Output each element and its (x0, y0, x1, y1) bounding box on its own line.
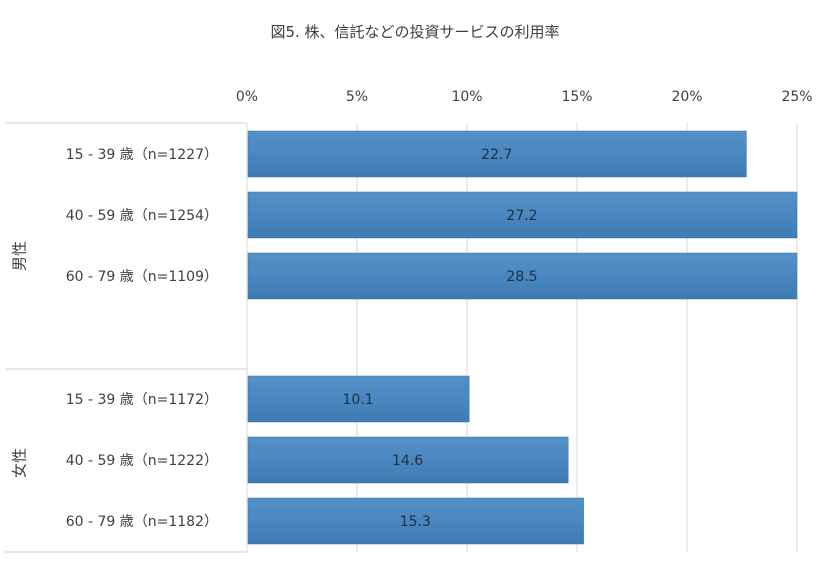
bar (247, 252, 798, 300)
category-label: 60 - 79 歳（n=1109） (66, 269, 218, 285)
bar (247, 436, 569, 484)
category-label: 40 - 59 歳（n=1222） (66, 453, 218, 469)
x-tick-label: 25% (781, 89, 812, 105)
x-tick-label: 10% (451, 89, 482, 105)
data-label: 10.1 (343, 392, 374, 408)
x-tick-label: 20% (671, 89, 702, 105)
data-label: 15.3 (400, 514, 431, 530)
bar (247, 375, 470, 423)
chart-title: 図5. 株、信託などの投資サービスの利用率 (270, 23, 559, 41)
bar (247, 130, 747, 178)
group-label: 男性 (11, 241, 29, 271)
data-label: 27.2 (506, 208, 537, 224)
data-label: 28.5 (506, 269, 537, 285)
category-label: 15 - 39 歳（n=1172） (66, 392, 218, 408)
x-tick-label: 0% (236, 89, 258, 105)
category-label: 60 - 79 歳（n=1182） (66, 514, 218, 530)
category-label: 15 - 39 歳（n=1227） (66, 147, 218, 163)
data-label: 14.6 (392, 453, 423, 469)
x-tick-label: 5% (346, 89, 368, 105)
bar (247, 191, 798, 239)
x-tick-label: 15% (561, 89, 592, 105)
bar (247, 497, 584, 545)
group-label: 女性 (11, 448, 29, 478)
category-label: 40 - 59 歳（n=1254） (66, 208, 218, 224)
data-label: 22.7 (481, 147, 512, 163)
